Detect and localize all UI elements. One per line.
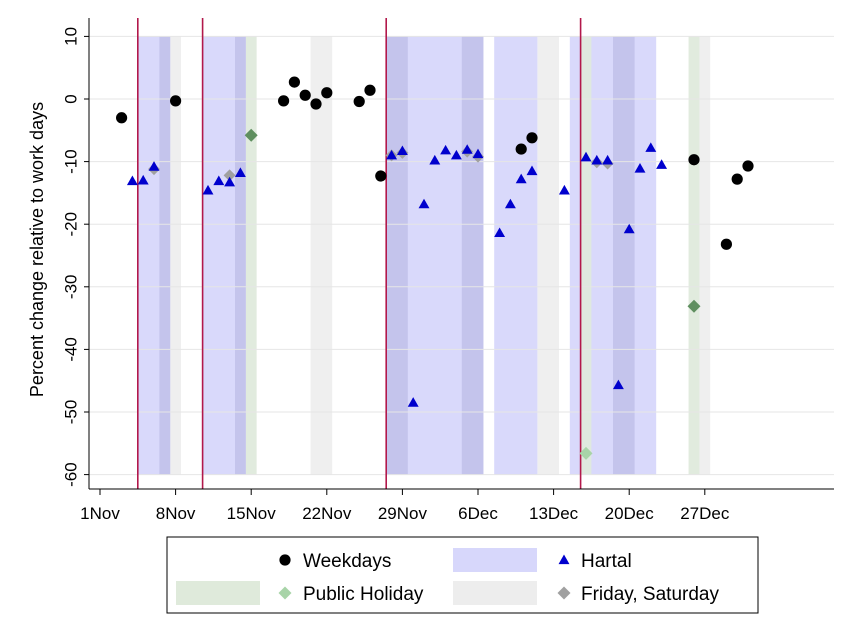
y-tick-label: -30 bbox=[61, 275, 80, 300]
hartal-point bbox=[558, 184, 570, 195]
x-tick-label: 29Nov bbox=[378, 504, 428, 523]
hartal-point bbox=[494, 227, 506, 238]
legend-friday-swatch bbox=[453, 581, 537, 605]
public-holiday-point bbox=[687, 299, 701, 313]
hartal-point bbox=[137, 174, 149, 185]
hartal-point bbox=[148, 161, 160, 171]
hartal-point bbox=[461, 144, 473, 154]
hartal-point bbox=[591, 154, 603, 165]
friday-saturday-band bbox=[310, 36, 333, 475]
y-tick-label: -50 bbox=[61, 400, 80, 425]
x-tick-label: 13Dec bbox=[529, 504, 579, 523]
legend-weekdays-label: Weekdays bbox=[303, 551, 391, 572]
legend-holiday-label: Public Holiday bbox=[303, 584, 424, 605]
hartal-point bbox=[213, 175, 225, 186]
friday-saturday-band bbox=[537, 36, 559, 475]
hartal-point bbox=[234, 167, 246, 177]
shaded-ranges bbox=[89, 18, 834, 489]
hartal-point bbox=[202, 184, 214, 195]
hartal-point bbox=[656, 159, 668, 169]
weekday-point bbox=[731, 173, 743, 185]
x-tick-label: 15Nov bbox=[227, 504, 277, 523]
y-tick-label: -10 bbox=[61, 149, 80, 174]
hartal-weekend-overlap-band bbox=[613, 36, 635, 475]
hartal-point bbox=[126, 175, 138, 186]
hartal-point bbox=[515, 173, 527, 184]
x-tick-label: 1Nov bbox=[80, 504, 120, 523]
weekday-point bbox=[353, 95, 365, 108]
hartal-point bbox=[645, 142, 657, 152]
hartal-point bbox=[450, 149, 462, 160]
hartal-band bbox=[494, 36, 538, 475]
legend-holiday-marker bbox=[278, 586, 292, 600]
x-tick-label: 6Dec bbox=[458, 504, 498, 523]
y-tick-label: -60 bbox=[61, 462, 80, 487]
weekday-point bbox=[288, 76, 300, 88]
hartal-point bbox=[472, 148, 484, 159]
weekday-point bbox=[170, 95, 182, 107]
y-axis-title: Percent change relative to work days bbox=[27, 102, 47, 397]
legend-holiday-swatch bbox=[176, 581, 260, 605]
legend-friday-label: Friday, Saturday bbox=[581, 584, 719, 605]
hartal-point bbox=[504, 198, 516, 209]
hartal-point bbox=[418, 198, 430, 209]
gridlines bbox=[89, 35, 834, 476]
weekday-point bbox=[515, 143, 527, 155]
legend-hartal-swatch bbox=[453, 548, 537, 572]
hartal-point bbox=[634, 163, 646, 173]
y-tick-label: 0 bbox=[61, 94, 80, 103]
legend-weekdays-marker bbox=[279, 554, 291, 566]
hartal-point bbox=[623, 223, 635, 234]
public-holiday-band bbox=[580, 36, 592, 475]
weekday-point bbox=[742, 160, 754, 172]
x-tick-label: 20Dec bbox=[605, 504, 655, 523]
legend-hartal-marker bbox=[558, 554, 570, 565]
hartal-point bbox=[440, 144, 452, 155]
hartal-point bbox=[386, 149, 398, 160]
hartal-weekend-overlap-band bbox=[159, 36, 171, 475]
hartal-start-lines bbox=[137, 18, 582, 489]
weekday-point bbox=[321, 87, 333, 99]
hartal-point bbox=[396, 145, 408, 156]
hartal-point bbox=[526, 165, 538, 176]
hartal-point bbox=[602, 154, 614, 165]
x-tick-label: 27Dec bbox=[680, 504, 730, 523]
y-tick-label: -40 bbox=[61, 337, 80, 362]
hartal-weekend-overlap-band bbox=[235, 36, 246, 475]
x-tick-label: 8Nov bbox=[156, 504, 196, 523]
hartal-point bbox=[407, 397, 419, 407]
public-holiday-point bbox=[579, 446, 593, 460]
weekday-point bbox=[116, 112, 128, 124]
hartal-weekend-overlap-band bbox=[461, 36, 484, 475]
legend-hartal-label: Hartal bbox=[581, 551, 632, 572]
hartal-point bbox=[580, 151, 592, 162]
data-points bbox=[116, 76, 754, 460]
hartal-point bbox=[612, 379, 624, 390]
weekday-point bbox=[299, 89, 311, 101]
weekday-point bbox=[375, 170, 387, 182]
weekday-point bbox=[278, 95, 290, 107]
hartal-point bbox=[224, 176, 236, 187]
y-tick-label: -20 bbox=[61, 212, 80, 237]
weekday-point bbox=[310, 98, 322, 110]
hartal-weekend-overlap-band bbox=[386, 36, 408, 475]
x-tick-label: 22Nov bbox=[302, 504, 352, 523]
friday-saturday-point bbox=[223, 169, 236, 182]
public-holiday-band bbox=[688, 36, 700, 475]
weekday-point bbox=[688, 154, 700, 166]
weekday-point bbox=[364, 84, 376, 96]
hartal-point bbox=[429, 154, 441, 165]
legend-friday-marker bbox=[557, 586, 571, 600]
public-holiday-point bbox=[244, 128, 258, 142]
y-tick-label: 10 bbox=[61, 27, 80, 46]
weekday-point bbox=[720, 238, 733, 250]
public-holiday-band bbox=[245, 36, 257, 475]
legend: Weekdays Hartal Public Holiday Friday, Satu… bbox=[166, 536, 759, 614]
weekday-point bbox=[526, 132, 538, 144]
